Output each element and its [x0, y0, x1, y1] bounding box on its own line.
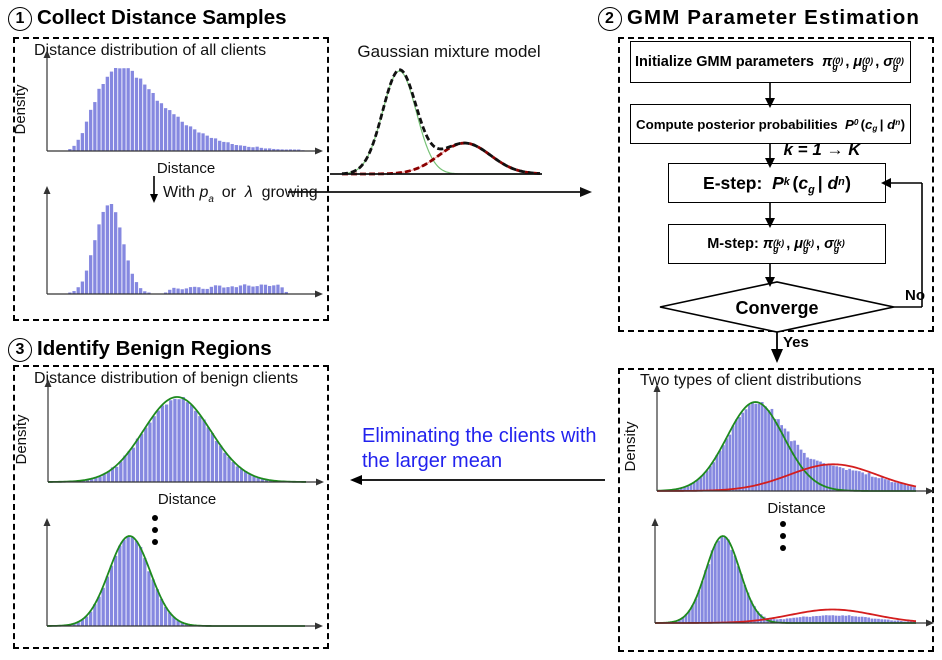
svg-text:No: No — [905, 287, 925, 304]
svg-text:Converge: Converge — [735, 298, 818, 318]
svg-text:k = 1 → K: k = 1 → K — [783, 140, 862, 159]
svg-text:Yes: Yes — [783, 334, 809, 351]
